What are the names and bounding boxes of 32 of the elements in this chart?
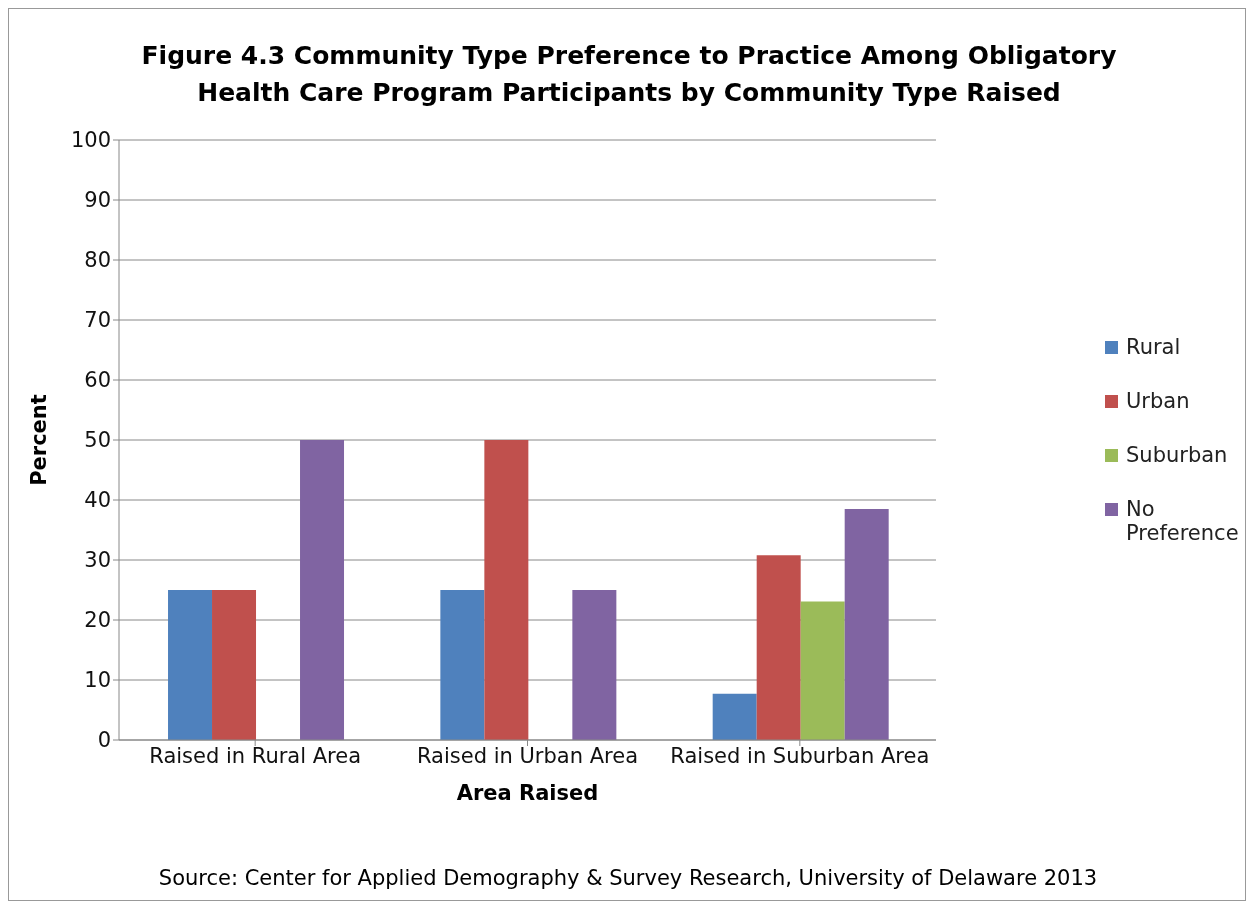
- bar: [484, 440, 529, 740]
- bar: [756, 555, 801, 740]
- y-tick-label: 0: [97, 728, 111, 753]
- bar: [440, 590, 485, 740]
- y-tick-label: 20: [84, 608, 111, 633]
- y-tick-label: 10: [84, 668, 111, 693]
- x-axis-title: Area Raised: [456, 781, 599, 805]
- x-tick-label: Raised in Suburban Area: [670, 743, 930, 768]
- y-tick-label: 40: [84, 488, 111, 513]
- x-tick-label: Raised in Rural Area: [149, 743, 362, 768]
- bar: [712, 693, 757, 740]
- chart-title: Figure 4.3 Community Type Preference to Practice Among Obligatory Health Care Program Participants by Community Type Raised: [140, 40, 1118, 109]
- source-note: Source: Center for Applied Demography & Survey Research, University of Delaware 2013: [157, 866, 1099, 890]
- legend-label: No Preference: [1126, 496, 1239, 545]
- y-tick-label: 80: [84, 248, 111, 273]
- y-tick-label: 30: [84, 548, 111, 573]
- bar: [168, 590, 213, 740]
- y-axis-title: Percent: [27, 394, 52, 486]
- legend-label: Rural: [1126, 334, 1181, 359]
- y-tick-label: 90: [84, 188, 111, 213]
- y-tick-label: 50: [84, 428, 111, 453]
- y-tick-label: 100: [70, 128, 111, 153]
- y-tick-label: 70: [84, 308, 111, 333]
- bar: [300, 440, 345, 740]
- legend-label: Urban: [1126, 388, 1190, 413]
- x-tick-label: Raised in Urban Area: [416, 743, 639, 768]
- legend-label: Suburban: [1126, 442, 1228, 467]
- bar: [844, 509, 889, 740]
- bar: [212, 590, 257, 740]
- y-tick-label: 60: [84, 368, 111, 393]
- bar: [800, 601, 845, 740]
- bar: [572, 590, 617, 740]
